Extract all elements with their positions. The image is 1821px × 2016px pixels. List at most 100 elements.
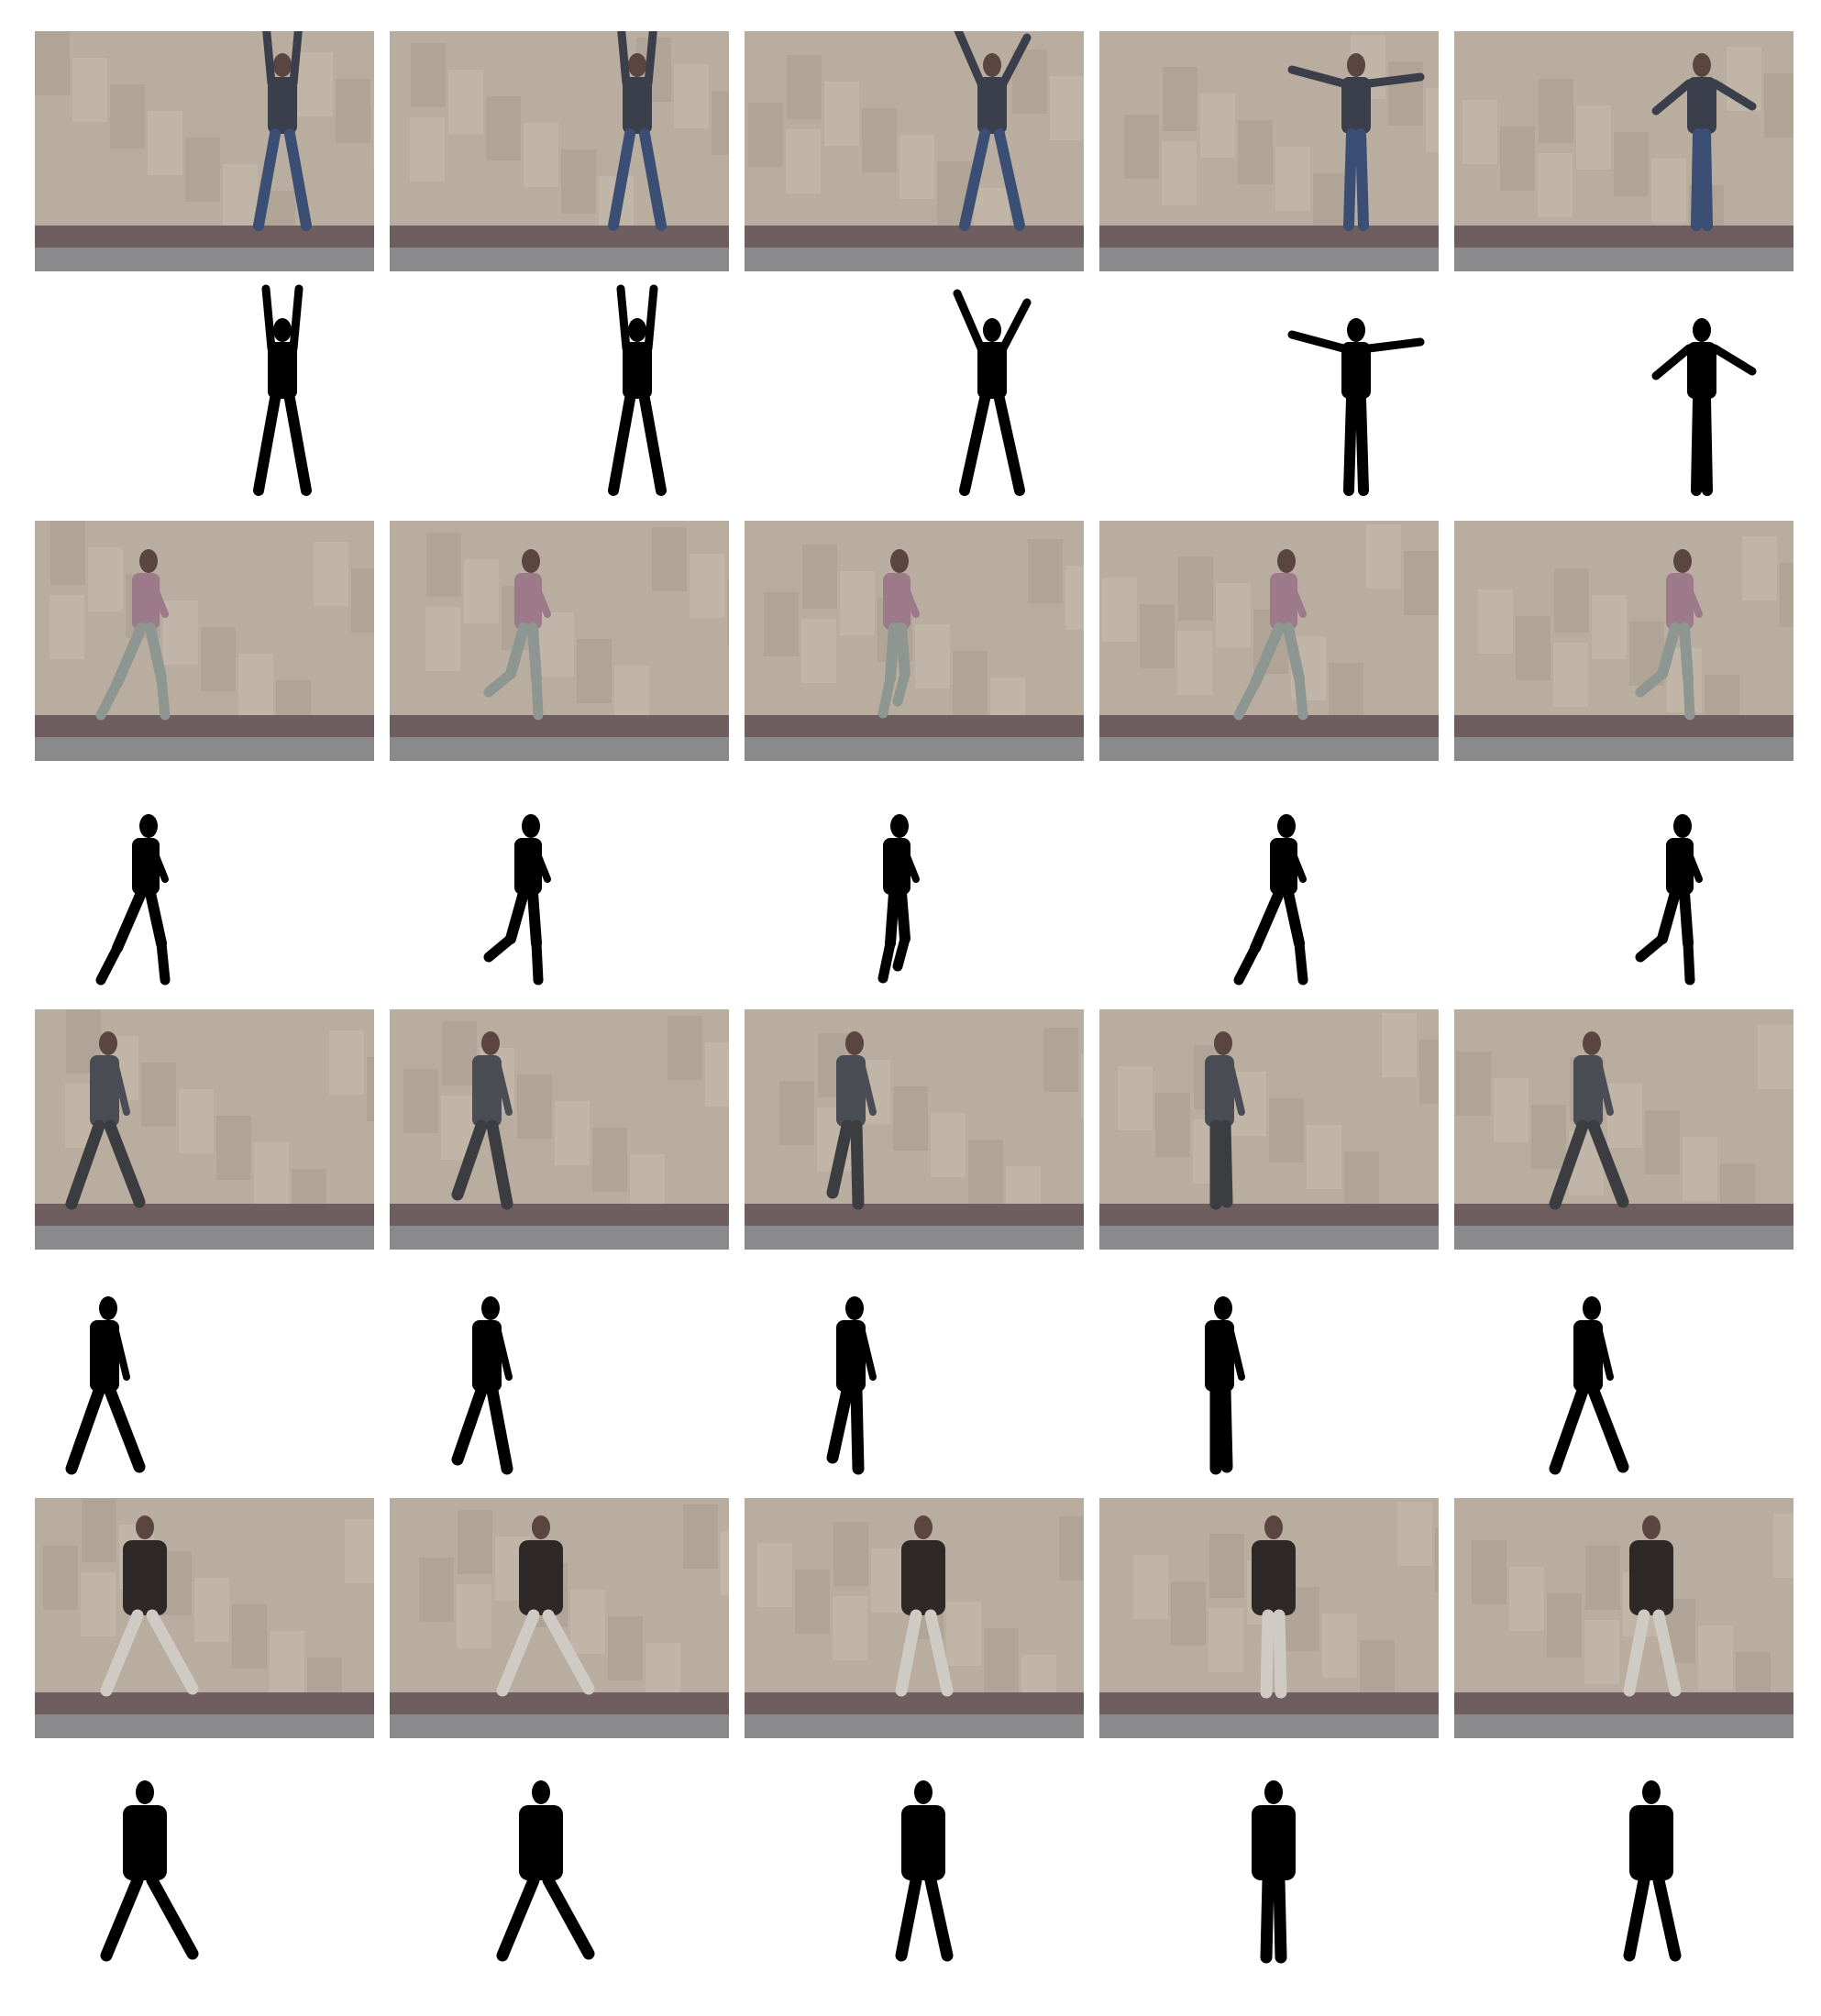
silhouette-running [745, 765, 1084, 1005]
silhouette-side-step [1099, 1742, 1439, 1982]
photo-frame-image [35, 1498, 374, 1738]
person-figure [1623, 1515, 1682, 1697]
person-figure [877, 549, 920, 719]
silhouette-jumping-jack [1454, 275, 1793, 515]
person-figure [1287, 53, 1425, 231]
video-frame-jumping-jack [390, 31, 729, 271]
person-figure [65, 1031, 146, 1210]
silhouette-mask [390, 765, 729, 1005]
silhouette-walking [1099, 1253, 1439, 1493]
silhouette-mask [390, 275, 729, 515]
photo-frame-image [35, 31, 374, 271]
silhouette-running [35, 765, 374, 1005]
silhouette-mask [745, 765, 1084, 1005]
video-frame-jumping-jack [1099, 31, 1439, 271]
silhouette-figure [1252, 1780, 1296, 1964]
silhouette-mask [1099, 1742, 1439, 1982]
silhouette-walking [745, 1253, 1084, 1493]
silhouette-mask [35, 1742, 374, 1982]
photo-frame-image [745, 1009, 1084, 1250]
photo-frame-image [1454, 1009, 1793, 1250]
photo-frame-image [390, 521, 729, 761]
silhouette-figure [608, 284, 667, 496]
photo-frame-image [1099, 31, 1439, 271]
person-figure [451, 1031, 513, 1210]
person-figure [826, 1031, 877, 1210]
photo-frame-image [35, 1009, 374, 1250]
silhouette-mask [1454, 1253, 1793, 1493]
video-frame-side-step [390, 1498, 729, 1738]
silhouette-mask [1454, 275, 1793, 515]
silhouette-jumping-jack [390, 275, 729, 515]
video-frame-running [390, 521, 729, 761]
photo-frame-image [1454, 31, 1793, 271]
video-frame-running [35, 521, 374, 761]
silhouette-mask [35, 765, 374, 1005]
silhouette-mask [1099, 275, 1439, 515]
person-figure [1252, 1515, 1296, 1699]
person-figure [496, 1515, 595, 1697]
photo-frame-image [745, 31, 1084, 271]
person-figure [608, 31, 667, 231]
silhouette-figure [826, 1296, 877, 1475]
video-frame-side-step [1099, 1498, 1439, 1738]
silhouette-mask [390, 1742, 729, 1982]
photo-frame-image [1454, 521, 1793, 761]
person-figure [95, 549, 171, 721]
silhouette-mask [35, 275, 374, 515]
video-frame-side-step [745, 1498, 1084, 1738]
photo-frame-image [390, 31, 729, 271]
silhouette-figure [1623, 1780, 1682, 1962]
photo-frame-image [1454, 1498, 1793, 1738]
silhouette-jumping-jack [35, 275, 374, 515]
silhouette-mask [35, 1253, 374, 1493]
video-frame-jumping-jack [745, 31, 1084, 271]
person-figure [954, 31, 1032, 231]
photo-frame-image [1099, 1009, 1439, 1250]
silhouette-figure [496, 1780, 595, 1962]
photo-frame-image [390, 1009, 729, 1250]
silhouette-jumping-jack [1099, 275, 1439, 515]
person-figure [1205, 1031, 1245, 1210]
silhouette-figure [1549, 1296, 1629, 1475]
silhouette-jumping-jack [745, 275, 1084, 515]
photo-frame-image [390, 1498, 729, 1738]
video-frame-walking [1099, 1009, 1439, 1250]
silhouette-mask [390, 1253, 729, 1493]
silhouette-figure [877, 814, 920, 984]
silhouette-figure [1205, 1296, 1245, 1475]
silhouette-figure [1287, 318, 1425, 496]
photo-frame-image [35, 521, 374, 761]
photo-frame-image [745, 1498, 1084, 1738]
video-frame-running [1099, 521, 1439, 761]
silhouette-mask [745, 1253, 1084, 1493]
silhouette-mask [1099, 765, 1439, 1005]
silhouette-mask [1099, 1253, 1439, 1493]
silhouette-walking [35, 1253, 374, 1493]
photo-frame-image [1099, 521, 1439, 761]
silhouette-figure [100, 1780, 199, 1962]
silhouette-running [390, 765, 729, 1005]
silhouette-figure [253, 284, 312, 496]
photo-frame-image [745, 521, 1084, 761]
video-frame-walking [35, 1009, 374, 1250]
silhouette-running [1454, 765, 1793, 1005]
video-frame-side-step [1454, 1498, 1793, 1738]
video-frame-side-step [35, 1498, 374, 1738]
silhouette-figure [483, 814, 551, 986]
silhouette-figure [1651, 318, 1757, 496]
video-frame-walking [390, 1009, 729, 1250]
photo-frame-image [1099, 1498, 1439, 1738]
silhouette-side-step [390, 1742, 729, 1982]
silhouette-figure [95, 814, 171, 986]
silhouette-figure [895, 1780, 954, 1962]
silhouette-figure [451, 1296, 513, 1475]
silhouette-figure [65, 1296, 146, 1475]
silhouette-walking [390, 1253, 729, 1493]
person-figure [253, 31, 312, 231]
person-figure [1233, 549, 1308, 721]
silhouette-figure [1635, 814, 1703, 986]
person-figure [1635, 549, 1703, 721]
silhouette-mask [1454, 765, 1793, 1005]
